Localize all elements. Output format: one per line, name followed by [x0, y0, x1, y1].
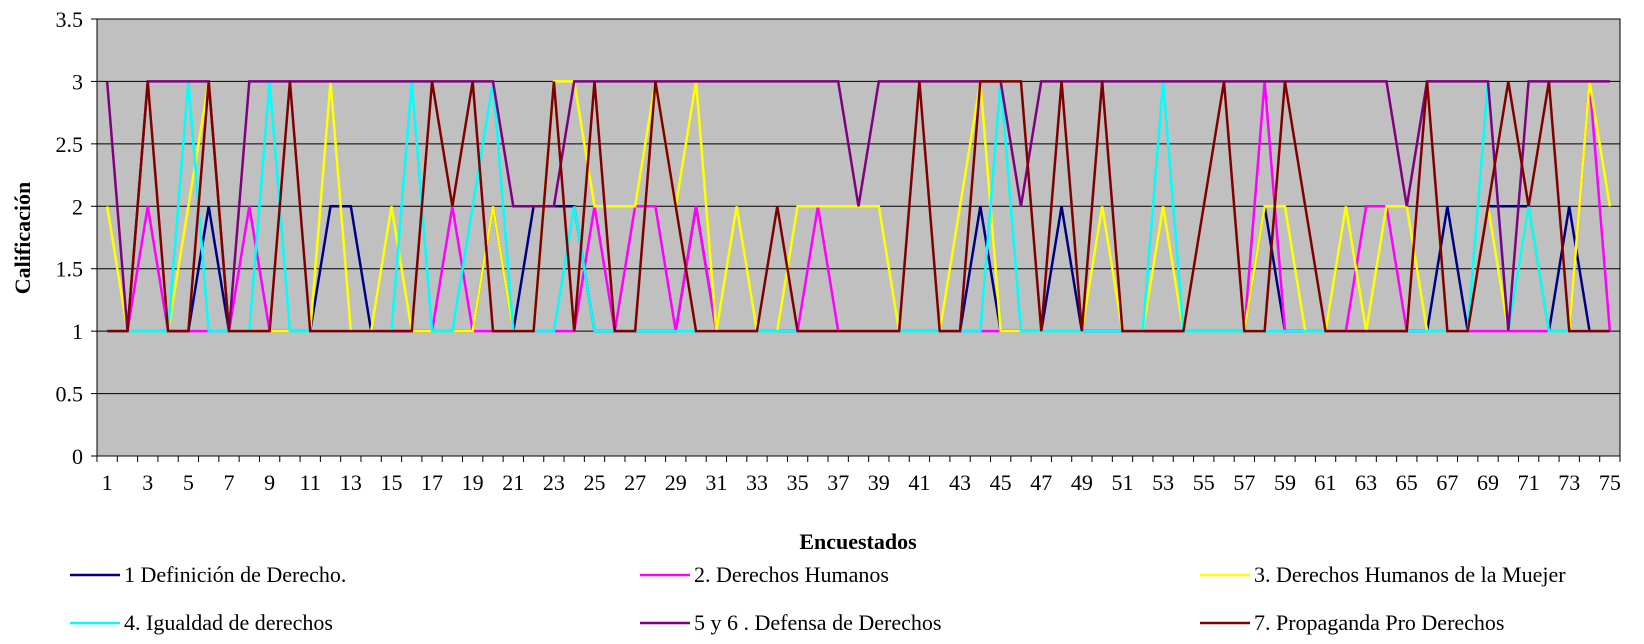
- x-tick-label: 51: [1111, 470, 1133, 495]
- x-tick-label: 33: [746, 470, 768, 495]
- x-tick-label: 67: [1436, 470, 1458, 495]
- x-tick-label: 7: [223, 470, 234, 495]
- x-tick-label: 23: [543, 470, 565, 495]
- legend-label: 4. Igualdad de derechos: [124, 610, 333, 635]
- legend-label: 7. Propaganda Pro Derechos: [1254, 610, 1505, 635]
- x-tick-label: 59: [1274, 470, 1296, 495]
- x-tick-label: 37: [827, 470, 849, 495]
- legend-label: 5 y 6 . Defensa de Derechos: [694, 610, 941, 635]
- x-tick-label: 1: [102, 470, 113, 495]
- legend: 1 Definición de Derecho. 2. Derechos Huma…: [70, 562, 1566, 635]
- y-tick-label: 0.5: [56, 382, 84, 407]
- x-tick-label: 31: [705, 470, 727, 495]
- x-axis-title: Encuestados: [799, 529, 917, 554]
- x-tick-label: 53: [1152, 470, 1174, 495]
- y-tick-label: 3.5: [56, 7, 84, 32]
- y-tick-label: 3: [72, 69, 83, 94]
- y-axis-title: Calificación: [10, 182, 35, 294]
- x-tick-label: 13: [340, 470, 362, 495]
- y-tick-label: 0: [72, 444, 83, 469]
- x-tick-label: 3: [142, 470, 153, 495]
- x-tick-label: 49: [1071, 470, 1093, 495]
- x-tick-label: 19: [462, 470, 484, 495]
- x-tick-label: 45: [990, 470, 1012, 495]
- legend-label: 3. Derechos Humanos de la Muejer: [1254, 562, 1566, 587]
- x-axis: 1 3 5 7 9 11 13 15 17 19 21 23 25 27 29 31 33 35 37 39 41 43 4…: [96, 455, 1621, 495]
- x-tick-label: 69: [1477, 470, 1499, 495]
- x-tick-label: 63: [1355, 470, 1377, 495]
- x-tick-label: 71: [1518, 470, 1540, 495]
- y-tick-label: 2: [72, 194, 83, 219]
- x-tick-label: 11: [300, 470, 321, 495]
- plot-area: [96, 18, 1621, 457]
- x-tick-label: 73: [1558, 470, 1580, 495]
- x-tick-label: 17: [421, 470, 443, 495]
- x-tick-label: 29: [665, 470, 687, 495]
- x-tick-label: 9: [264, 470, 275, 495]
- x-tick-label: 39: [868, 470, 890, 495]
- x-tick-label: 5: [183, 470, 194, 495]
- x-tick-label: 15: [380, 470, 402, 495]
- series-line-6: [107, 80, 1610, 333]
- y-tick-label: 2.5: [56, 132, 84, 157]
- x-tick-label: 57: [1233, 470, 1255, 495]
- x-tick-label: 65: [1396, 470, 1418, 495]
- x-tick-label: 61: [1315, 470, 1337, 495]
- x-tick-label: 75: [1599, 470, 1621, 495]
- series-line-5: [105, 80, 1610, 332]
- y-axis: 0 0.5 1 1.5 2 2.5 3 3.5: [56, 7, 98, 469]
- x-tick-label: 41: [908, 470, 930, 495]
- x-tick-label: 55: [1193, 470, 1215, 495]
- x-tick-label: 43: [949, 470, 971, 495]
- x-tick-label: 21: [502, 470, 524, 495]
- x-tick-label: 25: [584, 470, 606, 495]
- y-tick-label: 1: [72, 319, 83, 344]
- legend-label: 2. Derechos Humanos: [694, 562, 889, 587]
- x-tick-label: 47: [1030, 470, 1052, 495]
- y-tick-label: 1.5: [56, 257, 84, 282]
- x-tick-label: 27: [624, 470, 646, 495]
- legend-label: 1 Definición de Derecho.: [124, 562, 346, 587]
- x-tick-label: 35: [787, 470, 809, 495]
- series-lines: [105, 80, 1612, 333]
